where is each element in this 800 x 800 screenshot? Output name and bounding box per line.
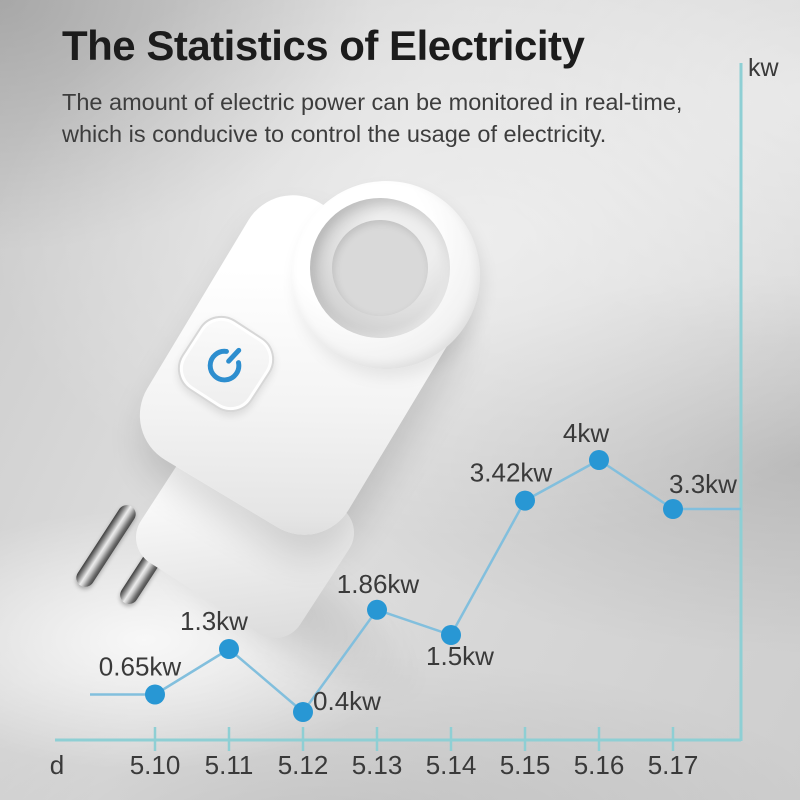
power-icon [207, 347, 242, 383]
header: The Statistics of Electricity The amount… [62, 22, 762, 150]
page-title: The Statistics of Electricity [62, 22, 585, 69]
plug-socket-recess [310, 198, 450, 338]
power-button [167, 305, 285, 423]
subtitle-line-2: which is conducive to control the usage … [62, 121, 607, 148]
subtitle-line-1: The amount of electric power can be moni… [62, 89, 683, 116]
